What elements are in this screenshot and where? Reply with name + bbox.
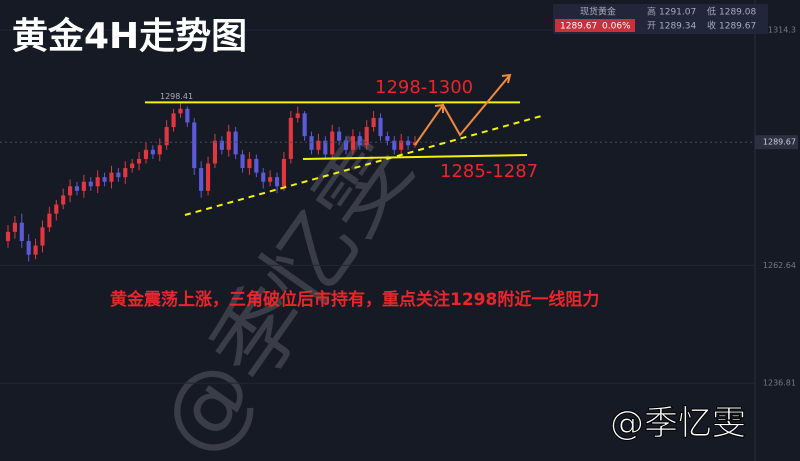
candle-body: [26, 240, 31, 255]
ticker-value: 1289.67: [719, 22, 756, 32]
candle-body: [281, 158, 287, 187]
last-price-box: [755, 135, 798, 150]
ticker-change: 0.06%: [602, 22, 631, 32]
candle-body: [40, 227, 45, 246]
ticker-name: 现货黄金: [580, 6, 616, 18]
ticker-label: 低: [707, 6, 716, 18]
candle-body: [261, 172, 266, 182]
candle-body: [330, 131, 335, 155]
candle-body: [47, 213, 52, 228]
candle-body: [343, 140, 349, 150]
candle-body: [171, 113, 176, 128]
candle-body: [247, 158, 252, 169]
candle-body: [143, 149, 149, 159]
candle-body: [81, 181, 86, 191]
candle-body: [406, 140, 411, 146]
candle-body: [350, 136, 355, 150]
annotation: 1298-1300: [375, 77, 473, 98]
candle-body: [178, 108, 183, 114]
candle-body: [199, 168, 204, 191]
candle-body: [157, 145, 162, 155]
candle-body: [371, 117, 376, 128]
chart-title: 黄金4H走势图: [12, 15, 247, 57]
forecast-arrow: [414, 74, 511, 146]
candle-body: [68, 186, 73, 196]
y-tick-label: 1314.3: [768, 25, 796, 34]
candle-body: [61, 195, 66, 205]
candle-body: [295, 113, 300, 118]
candle-body: [192, 122, 197, 169]
candle-body: [316, 140, 321, 150]
ticker-value: 1289.08: [719, 8, 756, 18]
ticker-value: 1289.34: [659, 22, 696, 32]
candle-body: [309, 136, 314, 150]
candle-body: [185, 108, 190, 123]
trend-line: [184, 114, 546, 216]
candle-body: [268, 177, 273, 182]
ticker-price: 1289.67: [560, 22, 597, 32]
annotation: 1285-1287: [440, 161, 538, 182]
candle-body: [33, 245, 38, 255]
ticker-price-box: [555, 19, 635, 32]
candle-body: [130, 163, 135, 169]
candle-body: [399, 140, 404, 150]
y-tick-label: 1262.64: [763, 261, 796, 270]
candle-body: [95, 177, 100, 187]
ticker-label: 收: [707, 20, 716, 32]
candle-body: [337, 131, 342, 141]
candle-body: [233, 131, 238, 155]
candle-body: [385, 136, 390, 141]
watermark: @季忆雯: [610, 404, 746, 444]
candle-body: [74, 186, 80, 191]
candle-body: [205, 163, 211, 191]
high-label: 1298.41: [160, 92, 193, 101]
annotation: 黄金震荡上涨，三角破位后市持有，重点关注1298附近一线阻力: [110, 289, 599, 310]
candle-body: [19, 222, 24, 241]
candle-body: [226, 131, 231, 150]
candle-body: [357, 136, 362, 146]
candle-body: [109, 172, 114, 182]
candle-body: [240, 154, 245, 169]
y-tick-label: 1236.81: [763, 379, 796, 388]
candle-body: [254, 158, 259, 173]
candle-body: [54, 204, 59, 214]
candle-body: [219, 140, 224, 150]
candle-body: [302, 113, 307, 137]
last-price-label: 1289.67: [763, 138, 796, 147]
candle-body: [378, 117, 383, 137]
candle-body: [5, 231, 11, 241]
candle-body: [116, 172, 121, 178]
candle-body: [164, 127, 169, 146]
ticker-value: 1291.07: [659, 8, 696, 18]
candle-body: [102, 177, 107, 182]
candle-body: [150, 149, 155, 155]
candle-body: [123, 168, 128, 178]
candle-body: [364, 127, 369, 146]
candle-body: [212, 140, 218, 164]
ticker-label: 高: [647, 6, 656, 18]
candle-body: [323, 140, 328, 155]
candle-body: [392, 140, 397, 150]
arrow-head: [434, 103, 444, 113]
arrow-head: [501, 73, 512, 84]
support-line: [302, 154, 528, 160]
candle-body: [88, 181, 93, 187]
candle-body: [12, 222, 17, 232]
candle-body: [274, 177, 280, 187]
ticker-label: 开: [647, 21, 656, 32]
candle-body: [288, 117, 293, 159]
candle-body: [136, 158, 142, 164]
